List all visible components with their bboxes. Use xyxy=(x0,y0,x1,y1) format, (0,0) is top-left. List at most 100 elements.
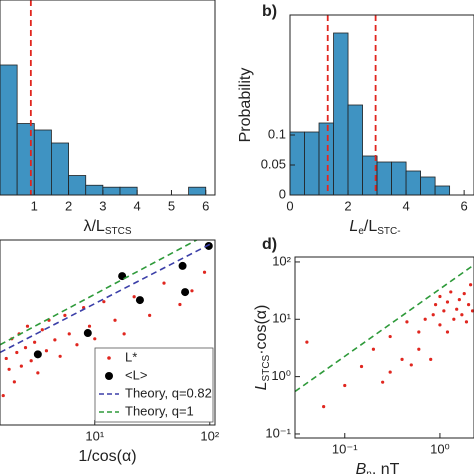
label-part: λ/L xyxy=(83,218,104,235)
x-tick-label: 0 xyxy=(286,198,293,213)
point xyxy=(460,313,464,317)
point xyxy=(122,332,126,336)
y-tick-label: 10⁰ xyxy=(271,368,291,383)
axis-label: λ/LSTCS xyxy=(83,218,131,236)
x-tick-label: 10² xyxy=(200,428,219,443)
label-part: e xyxy=(358,226,364,237)
label-part: STCS xyxy=(105,226,132,237)
point xyxy=(190,289,194,293)
point xyxy=(400,357,404,361)
theory-line xyxy=(0,240,199,346)
point xyxy=(23,345,28,350)
point xyxy=(15,350,19,355)
point xyxy=(438,323,442,327)
bar xyxy=(376,161,392,195)
x-tick-label: 10⁻¹ xyxy=(332,441,358,456)
point xyxy=(181,288,190,297)
label-part: 1/cos(α) xyxy=(78,448,136,465)
y-tick-label: 10¹ xyxy=(272,311,291,326)
axes-frame xyxy=(289,14,474,196)
point xyxy=(445,300,450,304)
label-part: /L xyxy=(364,218,377,235)
x-tick-label: 2 xyxy=(344,198,351,213)
point xyxy=(409,363,413,367)
label-part: ·cos(α) xyxy=(253,305,270,355)
point xyxy=(44,349,49,353)
point xyxy=(388,370,392,374)
point xyxy=(405,320,409,324)
y-tick-label: 0 xyxy=(279,186,286,201)
point xyxy=(33,350,42,359)
point xyxy=(40,328,44,332)
bar xyxy=(33,129,52,195)
bar xyxy=(119,186,138,195)
theory-line xyxy=(295,264,474,393)
point xyxy=(148,313,152,317)
x-tick-label: 2 xyxy=(65,198,72,213)
point xyxy=(33,340,37,344)
point xyxy=(464,320,469,324)
legend-label: <L> xyxy=(125,367,147,382)
x-tick-label: 6 xyxy=(202,198,209,213)
label-part: B xyxy=(356,461,367,474)
point xyxy=(75,343,79,347)
point xyxy=(132,295,136,299)
point xyxy=(442,309,446,313)
legend-label: Theory, q=0.82 xyxy=(125,385,212,400)
axis-label: LSTCS·cos(α) xyxy=(253,305,271,391)
bar xyxy=(347,104,363,195)
point xyxy=(429,357,433,361)
point xyxy=(445,330,450,334)
point xyxy=(322,404,326,409)
point xyxy=(359,364,364,369)
x-tick-label: 4 xyxy=(134,198,141,213)
axes-frame xyxy=(0,239,216,426)
point xyxy=(53,338,57,342)
point xyxy=(388,334,392,339)
legend-label: L* xyxy=(125,349,137,364)
bar xyxy=(102,186,121,195)
point xyxy=(4,356,8,361)
bar xyxy=(85,184,104,195)
x-tick-label: 10¹ xyxy=(85,428,104,443)
point xyxy=(469,283,473,287)
bar xyxy=(0,64,18,195)
point xyxy=(417,347,421,351)
point xyxy=(113,318,117,322)
bar xyxy=(434,185,451,195)
bar xyxy=(68,175,87,195)
point xyxy=(466,303,471,307)
plot-area xyxy=(290,15,451,195)
point xyxy=(25,324,30,328)
bar xyxy=(304,131,320,195)
point xyxy=(87,324,92,328)
point xyxy=(423,317,427,321)
x-tick-label: 4 xyxy=(402,198,409,213)
x-tick-label: 3 xyxy=(99,198,106,213)
x-tick-label: 6 xyxy=(461,198,468,213)
bar xyxy=(420,176,436,195)
x-tick-label: 5 xyxy=(168,198,175,213)
point xyxy=(452,317,456,321)
axis-label: Bn, nT xyxy=(356,461,400,474)
axis-label: Le/LSTC- xyxy=(349,218,400,236)
label-part: n xyxy=(366,469,372,474)
bar xyxy=(318,122,334,195)
point xyxy=(19,364,23,368)
point xyxy=(455,307,459,311)
point xyxy=(178,261,187,270)
point xyxy=(135,296,144,305)
legend-box xyxy=(94,347,214,423)
plot-area xyxy=(295,264,474,409)
y-tick-label: 0.1 xyxy=(268,126,286,141)
point xyxy=(431,313,435,317)
point xyxy=(63,313,67,317)
theory-line xyxy=(0,243,211,354)
legend-label: Theory, q=1 xyxy=(125,403,194,418)
point xyxy=(433,303,438,307)
y-tick-label: 0.05 xyxy=(261,156,286,171)
point xyxy=(470,309,474,313)
point xyxy=(343,383,347,388)
point xyxy=(462,292,466,296)
